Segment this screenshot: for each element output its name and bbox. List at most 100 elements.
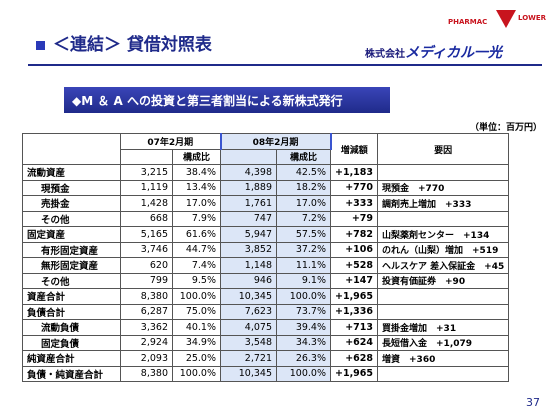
row-diff: +1,183	[329, 164, 379, 181]
row-label: 流動負債	[22, 319, 121, 336]
page-number: 37	[526, 396, 540, 409]
row-label: 固定負債	[22, 334, 121, 351]
row-label: その他	[22, 210, 121, 227]
row-value-fy08: 7,623	[220, 303, 277, 320]
row-value-fy08: 747	[220, 210, 277, 227]
row-value-fy07: 3,746	[120, 241, 173, 258]
row-label: 資産合計	[22, 288, 121, 305]
row-diff: +1,336	[329, 303, 379, 320]
row-ratio-fy07: 7.9%	[172, 210, 221, 227]
row-diff: +528	[329, 257, 379, 274]
row-value-fy07: 799	[120, 272, 173, 289]
row-ratio-fy08: 39.4%	[276, 319, 331, 336]
row-value-fy08: 10,345	[220, 365, 277, 382]
row-reason: 調剤売上増加 +333	[377, 195, 510, 212]
row-value-fy08: 2,721	[220, 350, 277, 367]
row-ratio-fy07: 25.0%	[172, 350, 221, 367]
row-value-fy08: 10,345	[220, 288, 277, 305]
section-banner: ◆M ＆ A への投資と第三者割当による新株式発行	[64, 87, 390, 113]
table-row: 現預金 1,119 13.4% 1,889 18.2% +770 現預金 +770	[22, 179, 510, 196]
table-row: 固定資産 5,165 61.6% 5,947 57.5% +782 山梨薬剤センター +13…	[22, 226, 510, 243]
table-row: 売掛金 1,428 17.0% 1,761 17.0% +333 調剤売上増加 +333	[22, 195, 510, 212]
company-name: 株式会社メディカル一光	[365, 45, 503, 61]
row-ratio-fy08: 11.1%	[276, 257, 331, 274]
row-ratio-fy08: 7.2%	[276, 210, 331, 227]
row-label: 純資産合計	[22, 350, 121, 367]
table-row: 資産合計 8,380 100.0% 10,345 100.0% +1,965	[22, 288, 510, 305]
table-row: その他 799 9.5% 946 9.1% +147 投資有価証券 +90	[22, 272, 510, 289]
row-label: 負債合計	[22, 303, 121, 320]
row-ratio-fy07: 13.4%	[172, 179, 221, 196]
row-ratio-fy08: 73.7%	[276, 303, 331, 320]
table-row: 無形固定資産 620 7.4% 1,148 11.1% +528 ヘルスケア 差入保証金 +…	[22, 257, 510, 274]
row-reason: 買掛金増加 +31	[377, 319, 510, 336]
row-value-fy07: 6,287	[120, 303, 173, 320]
header-divider	[28, 64, 542, 66]
row-ratio-fy07: 40.1%	[172, 319, 221, 336]
header-fy08-blank	[220, 148, 277, 165]
header-fy07: 07年2月期	[120, 133, 221, 150]
row-value-fy07: 8,380	[120, 365, 173, 382]
row-ratio-fy08: 42.5%	[276, 164, 331, 181]
row-value-fy07: 3,362	[120, 319, 173, 336]
row-ratio-fy07: 17.0%	[172, 195, 221, 212]
row-ratio-fy08: 17.0%	[276, 195, 331, 212]
row-ratio-fy07: 9.5%	[172, 272, 221, 289]
table-row: 流動負債 3,362 40.1% 4,075 39.4% +713 買掛金増加 +31	[22, 319, 510, 336]
row-label: 流動資産	[22, 164, 121, 181]
row-label: 無形固定資産	[22, 257, 121, 274]
row-ratio-fy07: 100.0%	[172, 288, 221, 305]
row-ratio-fy07: 75.0%	[172, 303, 221, 320]
row-value-fy07: 2,924	[120, 334, 173, 351]
row-ratio-fy08: 26.3%	[276, 350, 331, 367]
row-reason	[377, 365, 510, 382]
row-value-fy07: 2,093	[120, 350, 173, 367]
row-ratio-fy07: 44.7%	[172, 241, 221, 258]
row-ratio-fy08: 37.2%	[276, 241, 331, 258]
row-diff: +1,965	[329, 365, 379, 382]
table-row: 負債・純資産合計 8,380 100.0% 10,345 100.0% +1,965	[22, 365, 510, 382]
table-row: 固定負債 2,924 34.9% 3,548 34.3% +624 長短借入金 +1,079	[22, 334, 510, 351]
table-row: 負債合計 6,287 75.0% 7,623 73.7% +1,336	[22, 303, 510, 320]
row-diff: +628	[329, 350, 379, 367]
row-diff: +1,965	[329, 288, 379, 305]
row-value-fy07: 1,119	[120, 179, 173, 196]
header-fy08: 08年2月期	[219, 133, 332, 150]
balance-sheet-table: 07年2月期 08年2月期 増減額 要因 構成比 構成比 流動資産 3,215 38…	[22, 133, 510, 382]
row-value-fy08: 3,548	[220, 334, 277, 351]
table-row: その他 668 7.9% 747 7.2% +79	[22, 210, 510, 227]
row-reason: のれん（山梨）増加 +519	[377, 241, 510, 258]
row-label: 固定資産	[22, 226, 121, 243]
company-logo: PHARMAC LOWER	[444, 6, 554, 66]
row-ratio-fy07: 61.6%	[172, 226, 221, 243]
page-title: ＜連結＞ 貸借対照表	[36, 30, 212, 55]
row-reason: 投資有価証券 +90	[377, 272, 510, 289]
row-ratio-fy08: 57.5%	[276, 226, 331, 243]
row-value-fy08: 4,075	[220, 319, 277, 336]
row-label: 有形固定資産	[22, 241, 121, 258]
table-row: 流動資産 3,215 38.4% 4,398 42.5% +1,183	[22, 164, 510, 181]
table-row: 有形固定資産 3,746 44.7% 3,852 37.2% +106 のれん（山梨）増加 …	[22, 241, 510, 258]
row-reason: 増資 +360	[377, 350, 510, 367]
row-diff: +713	[329, 319, 379, 336]
row-value-fy08: 3,852	[220, 241, 277, 258]
header-blank	[22, 133, 121, 165]
row-reason	[377, 210, 510, 227]
row-value-fy07: 668	[120, 210, 173, 227]
row-ratio-fy07: 38.4%	[172, 164, 221, 181]
row-ratio-fy08: 100.0%	[276, 288, 331, 305]
row-value-fy07: 620	[120, 257, 173, 274]
bullet-square-icon	[36, 40, 45, 50]
header-diff: 増減額	[329, 133, 379, 165]
header-fy07-blank	[120, 148, 173, 165]
row-reason: 山梨薬剤センター +134	[377, 226, 510, 243]
row-label: その他	[22, 272, 121, 289]
row-ratio-fy08: 9.1%	[276, 272, 331, 289]
row-value-fy08: 5,947	[220, 226, 277, 243]
row-value-fy07: 5,165	[120, 226, 173, 243]
row-ratio-fy07: 100.0%	[172, 365, 221, 382]
row-diff: +782	[329, 226, 379, 243]
row-diff: +333	[329, 195, 379, 212]
row-value-fy08: 1,148	[220, 257, 277, 274]
row-reason	[377, 164, 510, 181]
